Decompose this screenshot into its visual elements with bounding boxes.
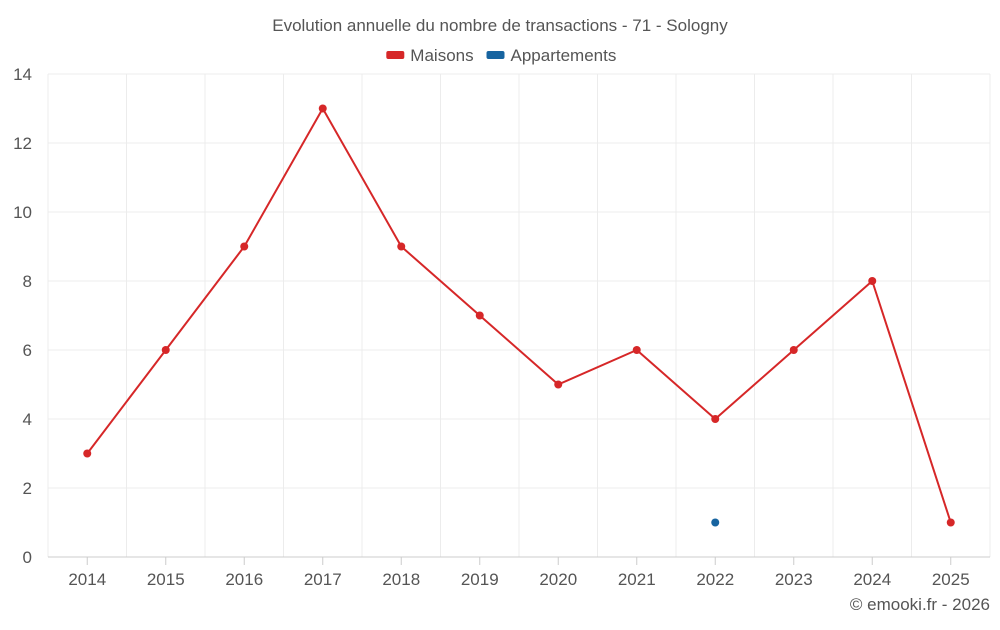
grid [47, 73, 991, 557]
y-tick-label: 12 [13, 134, 32, 153]
series-appartements [711, 518, 720, 527]
y-tick-label: 0 [23, 548, 32, 567]
x-tick-label: 2018 [382, 570, 420, 589]
x-tick-label: 2022 [696, 570, 734, 589]
data-point[interactable] [868, 277, 877, 285]
x-tick-label: 2023 [775, 570, 813, 589]
y-axis: 0 2 4 6 8 10 12 14 [13, 65, 32, 567]
data-point[interactable] [632, 346, 641, 354]
series-layer [83, 104, 955, 527]
x-tick-label: 2017 [304, 570, 342, 589]
x-axis: 2014 2015 2016 2017 2018 2019 2020 2021 2022 2023… [48, 556, 990, 589]
data-point[interactable] [475, 311, 484, 320]
series-line [86, 107, 952, 523]
y-tick-label: 6 [23, 341, 32, 360]
legend-swatch [386, 51, 405, 59]
x-tick-label: 2020 [539, 570, 577, 589]
y-tick-label: 4 [23, 410, 32, 429]
data-point[interactable] [946, 518, 955, 527]
x-tick-label: 2024 [853, 570, 891, 589]
series-maisons [83, 104, 955, 527]
y-tick-label: 14 [13, 65, 32, 84]
data-point[interactable] [240, 242, 249, 251]
legend-swatch [486, 51, 505, 59]
chart-title: Evolution annuelle du nombre de transact… [272, 16, 728, 35]
x-tick-label: 2019 [461, 570, 499, 589]
y-tick-label: 10 [13, 203, 32, 222]
x-tick-label: 2025 [932, 570, 970, 589]
legend-label: Appartements [511, 46, 617, 65]
data-point[interactable] [161, 346, 170, 354]
data-point[interactable] [397, 242, 406, 251]
legend-item-appartements[interactable]: Appartements [486, 46, 617, 65]
data-point[interactable] [83, 449, 92, 458]
x-tick-label: 2015 [147, 570, 185, 589]
x-tick-label: 2016 [225, 570, 263, 589]
x-tick-label: 2014 [68, 570, 106, 589]
legend: Maisons Appartements [386, 46, 616, 65]
y-tick-label: 2 [23, 479, 32, 498]
data-point[interactable] [711, 415, 720, 423]
legend-item-maisons[interactable]: Maisons [386, 46, 474, 65]
credit-text: © emooki.fr - 2026 [850, 595, 990, 614]
legend-label: Maisons [410, 46, 473, 65]
x-tick-label: 2021 [618, 570, 656, 589]
data-point[interactable] [789, 346, 798, 354]
data-point[interactable] [554, 380, 563, 389]
data-point[interactable] [711, 518, 720, 527]
y-tick-label: 8 [23, 272, 32, 291]
data-point[interactable] [318, 104, 327, 113]
